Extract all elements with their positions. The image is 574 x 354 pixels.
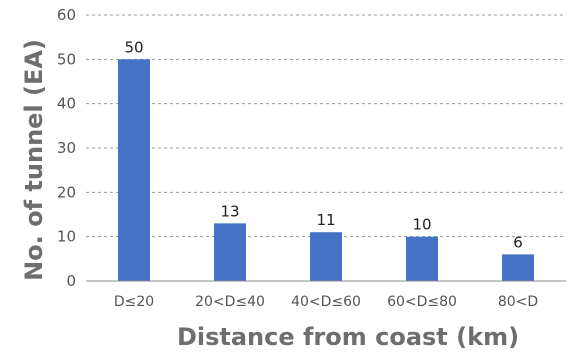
data-label: 11: [316, 211, 335, 229]
x-tick-label: 40<D≤60: [291, 294, 361, 310]
y-axis-ticks: 0 10 20 30 40 50 60: [57, 6, 76, 290]
x-tick-label: 80<D: [498, 294, 538, 310]
y-tick-label: 10: [57, 228, 76, 246]
y-tick-label: 20: [57, 183, 76, 201]
data-labels: 50 13 11 10 6: [124, 38, 522, 251]
y-tick-label: 30: [57, 139, 76, 157]
data-label: 50: [124, 38, 143, 56]
data-label: 13: [220, 202, 239, 220]
y-tick-label: 50: [57, 50, 76, 68]
y-axis-title: No. of tunnel (EA): [20, 39, 48, 281]
x-tick-label: 60<D≤80: [387, 294, 457, 310]
y-tick-label: 0: [66, 272, 76, 290]
bar: [118, 59, 150, 282]
gridlines: [86, 14, 566, 238]
bars: [118, 59, 534, 282]
x-axis-title: Distance from coast (km): [177, 323, 519, 351]
data-label: 10: [412, 216, 431, 234]
bar: [502, 254, 534, 281]
bar: [310, 232, 342, 281]
data-label: 6: [513, 233, 523, 251]
y-tick-label: 60: [57, 6, 76, 24]
bar: [406, 236, 438, 281]
x-tick-label: D≤20: [114, 294, 154, 310]
y-tick-label: 40: [57, 95, 76, 113]
x-axis-ticks: D≤20 20<D≤40 40<D≤60 60<D≤80 80<D: [114, 294, 538, 310]
bar: [214, 223, 246, 281]
x-tick-label: 20<D≤40: [195, 294, 265, 310]
